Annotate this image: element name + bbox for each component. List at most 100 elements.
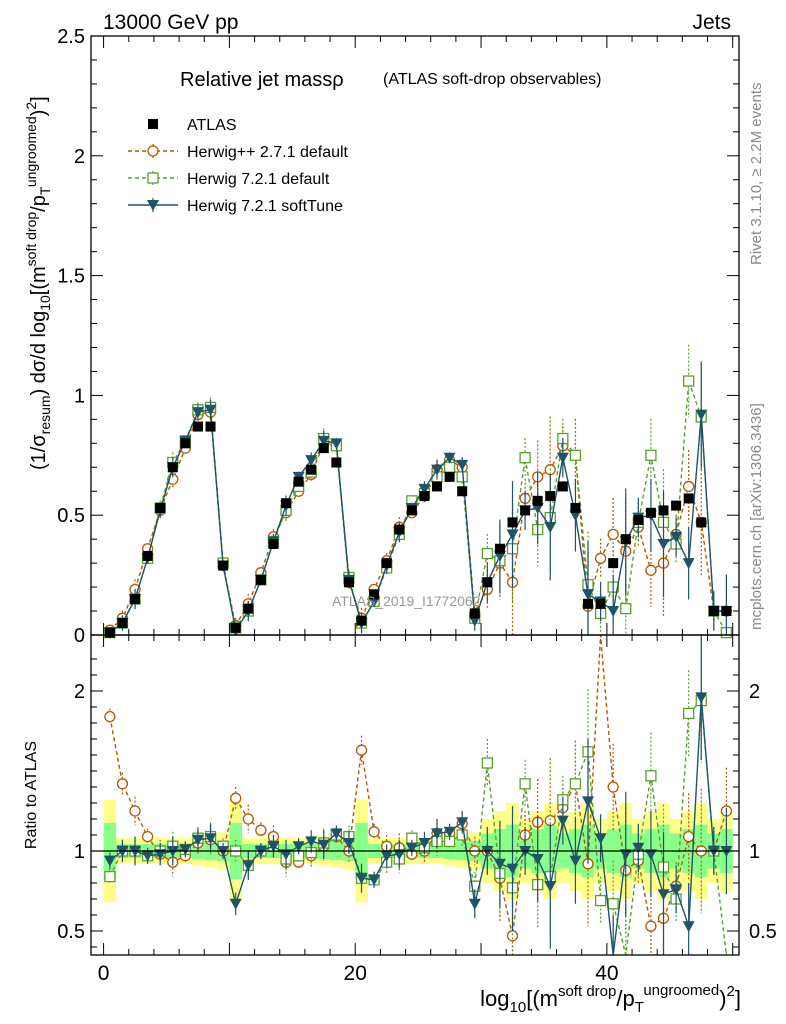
ratio-y-tick-label-right: 0.5: [749, 921, 777, 943]
data-point: [456, 459, 469, 471]
ratio-point: [305, 836, 318, 848]
x-tick-label: 40: [595, 962, 618, 985]
ratio-point: [267, 841, 280, 853]
ratio-point: [317, 839, 330, 851]
main-y-tick-label: 2: [74, 146, 85, 168]
x-tick-label: 0: [98, 962, 110, 985]
ratio-point: [104, 710, 116, 723]
ratio-point: [204, 833, 217, 845]
data-point: [381, 558, 392, 569]
ratio-point: [607, 781, 619, 793]
data-point: [369, 589, 380, 600]
data-point: [317, 435, 330, 447]
ratio-point: [255, 824, 267, 836]
data-point: [318, 443, 329, 454]
data-point: [607, 606, 620, 618]
data-point: [494, 543, 505, 554]
main-y-tick-label: 0.5: [57, 505, 85, 527]
ratio-series-0: [104, 634, 733, 955]
data-point: [130, 594, 141, 605]
legend: ATLAS Herwig++ 2.7.1 default Herwig 7.2.1 …: [128, 117, 349, 215]
data-point: [671, 500, 682, 511]
main-y-axis-label: (1/σresum) dσ/d log10[(msoft drop/pTungr…: [23, 96, 53, 470]
ratio-y-tick-label: 0.5: [57, 921, 85, 943]
ratio-y-tick-label: 2: [74, 681, 85, 703]
ratio-point: [141, 830, 154, 843]
data-point: [583, 598, 594, 609]
data-point: [695, 409, 708, 421]
data-point: [167, 462, 178, 473]
legend-entry: Herwig 7.2.1 default: [128, 171, 330, 188]
main-series-0: [104, 421, 732, 638]
data-point: [683, 375, 695, 387]
data-point: [708, 606, 719, 617]
ratio-point: [443, 826, 456, 838]
data-point: [218, 560, 229, 571]
data-point: [457, 486, 468, 497]
data-point: [481, 547, 493, 560]
main-series-line: [109, 408, 727, 634]
ratio-point: [103, 855, 116, 867]
data-point: [620, 534, 631, 545]
watermark: ATLAS_2019_I1772062: [332, 593, 481, 609]
legend-label: Herwig++ 2.7.1 default: [187, 144, 349, 161]
ratio-point: [506, 863, 519, 875]
mcplots-label: mcplots.cern.ch [arXiv:1306.3436]: [748, 403, 765, 630]
ratio-point: [405, 842, 418, 854]
legend-marker: [147, 145, 159, 157]
ratio-point: [582, 796, 595, 808]
data-point: [556, 452, 569, 464]
data-point: [645, 449, 657, 461]
data-point: [431, 464, 444, 476]
data-point: [142, 550, 153, 561]
ratio-point: [418, 838, 431, 849]
ratio-y-tick-label-right: 1: [749, 841, 760, 863]
data-point: [331, 457, 342, 468]
data-point: [191, 407, 204, 419]
ratio-point: [632, 842, 645, 854]
data-point: [620, 602, 632, 615]
ratio-point: [141, 850, 154, 862]
ratio-point: [493, 858, 506, 870]
data-point: [205, 421, 216, 432]
ratio-y-axis-label: Ratio to ATLAS: [23, 741, 40, 849]
data-point: [432, 481, 443, 492]
main-y-tick-label: 0: [74, 625, 85, 647]
header-right: Jets: [692, 11, 731, 34]
ratio-series-1: [104, 638, 728, 956]
ratio-point: [556, 815, 569, 827]
ratio-y-tick-label: 1: [74, 841, 85, 863]
data-point: [104, 627, 115, 638]
data-point: [519, 452, 531, 464]
ratio-point: [619, 849, 632, 861]
ratio-point: [644, 849, 657, 861]
data-point: [305, 455, 318, 467]
ratio-point: [645, 920, 657, 932]
ratio-point: [229, 898, 242, 910]
x-axis-label: log10[(msoft drop/pTungroomed)2]: [480, 982, 741, 1016]
data-point: [419, 491, 430, 502]
data-point: [330, 438, 343, 450]
data-point: [532, 495, 543, 506]
data-point: [293, 476, 304, 487]
data-point: [356, 615, 367, 626]
ratio-series-line: [109, 634, 728, 936]
ratio-point: [468, 898, 481, 910]
ratio-point: [280, 849, 293, 861]
data-point: [506, 529, 519, 541]
legend-entry: ATLAS: [148, 117, 237, 134]
data-point: [343, 577, 354, 588]
chart-subtitle: (ATLAS soft-drop observables): [383, 71, 601, 88]
data-point: [557, 481, 568, 492]
data-point: [696, 517, 707, 528]
ratio-point: [191, 834, 204, 846]
ratio-point: [645, 770, 657, 782]
data-point: [268, 538, 279, 549]
chart-title: Relative jet massρ: [180, 69, 344, 91]
ratio-point: [569, 855, 582, 867]
data-point: [306, 464, 317, 475]
ratio-point: [431, 828, 444, 840]
ratio-point: [670, 884, 683, 896]
data-point: [658, 505, 669, 516]
